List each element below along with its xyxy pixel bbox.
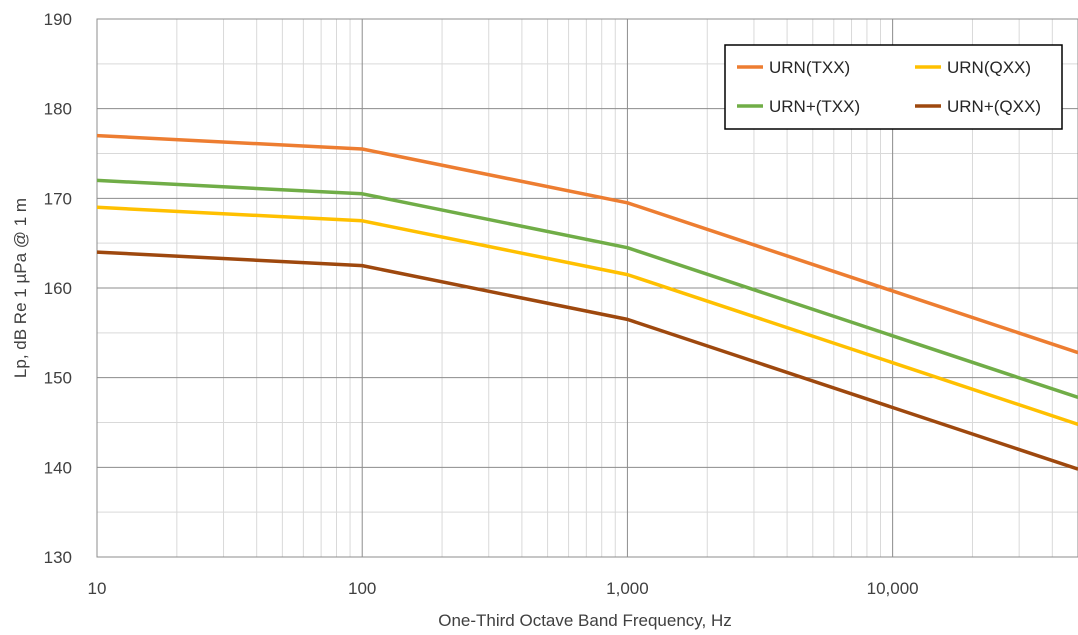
series-line-4: [96, 250, 1078, 471]
y-tick-label: 130: [44, 548, 72, 567]
y-tick-label: 150: [44, 369, 72, 388]
series-lines: [96, 133, 1078, 471]
plot-area: [96, 18, 1078, 558]
x-tick-label: 1,000: [606, 579, 649, 598]
y-tick-label: 180: [44, 100, 72, 119]
y-tick-label: 140: [44, 458, 72, 477]
y-axis-title: Lp, dB Re 1 µPa @ 1 m: [11, 198, 30, 378]
y-tick-label: 190: [44, 10, 72, 29]
x-tick-label: 100: [348, 579, 376, 598]
series-line-2: [96, 205, 1078, 426]
x-tick-label: 10: [88, 579, 107, 598]
legend: URN(TXX) URN(QXX) URN+(TXX) URN+(QXX): [724, 44, 1063, 130]
y-axis-ticks: 130 140 150 160 170 180 190: [44, 10, 72, 567]
plot-border: [96, 18, 1078, 558]
y-tick-label: 170: [44, 189, 72, 208]
legend-label: URN+(TXX): [769, 97, 860, 116]
legend-label: URN(TXX): [769, 58, 850, 77]
legend-label: URN(QXX): [947, 58, 1031, 77]
legend-label: URN+(QXX): [947, 97, 1041, 116]
legend-box: [724, 44, 1063, 130]
series-line-3: [96, 178, 1078, 400]
x-axis-ticks: 10 100 1,000 10,000: [88, 579, 919, 598]
x-axis-title: One-Third Octave Band Frequency, Hz: [438, 611, 732, 630]
x-tick-label: 10,000: [867, 579, 919, 598]
series-line-1: [96, 133, 1078, 355]
y-tick-label: 160: [44, 279, 72, 298]
